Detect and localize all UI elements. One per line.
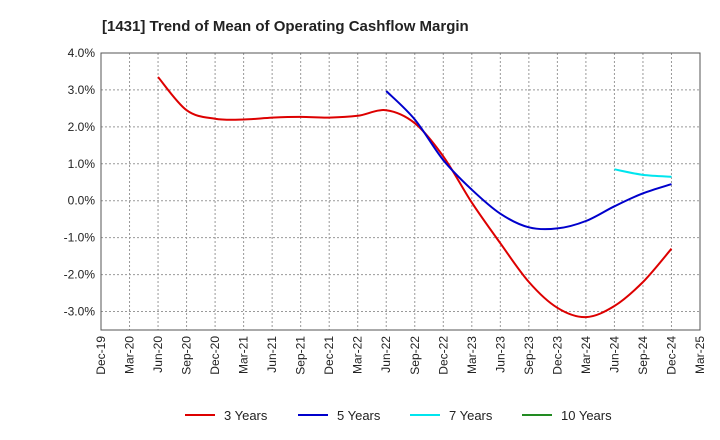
series-line-5-years [385,90,672,231]
x-tick-label: Jun-21 [265,336,279,373]
series-line-7-years [614,168,672,178]
x-tick-label: Jun-20 [151,336,165,373]
x-tick-label: Dec-24 [664,336,678,375]
x-tick-label: Mar-22 [351,336,365,374]
y-tick-label: -2.0% [64,268,96,282]
series-lines [157,76,673,319]
y-axis: 4.0% 3.0% 2.0% 1.0% 0.0% -1.0% -2.0% -3.0% [64,46,96,319]
y-tick-label: 4.0% [68,46,96,60]
x-axis: Dec-19 Mar-20 Jun-20 Sep-20 Dec-20 Mar-21 Jun-… [94,336,707,375]
grid [101,52,700,330]
legend-label-7-years: 7 Years [449,408,493,423]
x-tick-label: Sep-24 [636,336,650,375]
legend-label-10-years: 10 Years [561,408,612,423]
series-line-3-years [157,76,673,319]
x-tick-label: Dec-20 [208,336,222,375]
x-tick-label: Dec-22 [436,336,450,375]
y-tick-label: -3.0% [64,305,96,319]
y-tick-label: 2.0% [68,120,96,134]
x-tick-label: Jun-23 [493,336,507,373]
x-tick-label: Mar-25 [693,336,707,374]
x-tick-label: Sep-21 [294,336,308,375]
x-tick-label: Jun-22 [379,336,393,373]
legend: 3 Years 5 Years 7 Years 10 Years [185,408,612,423]
x-tick-label: Dec-19 [94,336,108,375]
plot-area [100,52,701,331]
y-tick-label: 0.0% [68,194,96,208]
x-tick-label: Mar-24 [579,336,593,374]
x-tick-label: Mar-21 [237,336,251,374]
x-tick-label: Sep-23 [522,336,536,375]
legend-label-3-years: 3 Years [224,408,268,423]
x-tick-label: Sep-22 [408,336,422,375]
x-tick-label: Mar-23 [465,336,479,374]
x-tick-label: Sep-20 [180,336,194,375]
x-tick-label: Dec-21 [322,336,336,375]
y-tick-label: -1.0% [64,231,96,245]
chart-title: [1431] Trend of Mean of Operating Cashfl… [102,18,469,35]
legend-label-5-years: 5 Years [337,408,381,423]
x-tick-label: Jun-24 [607,336,621,373]
x-tick-label: Mar-20 [123,336,137,374]
x-tick-label: Dec-23 [550,336,564,375]
y-tick-label: 3.0% [68,83,96,97]
y-tick-label: 1.0% [68,157,96,171]
